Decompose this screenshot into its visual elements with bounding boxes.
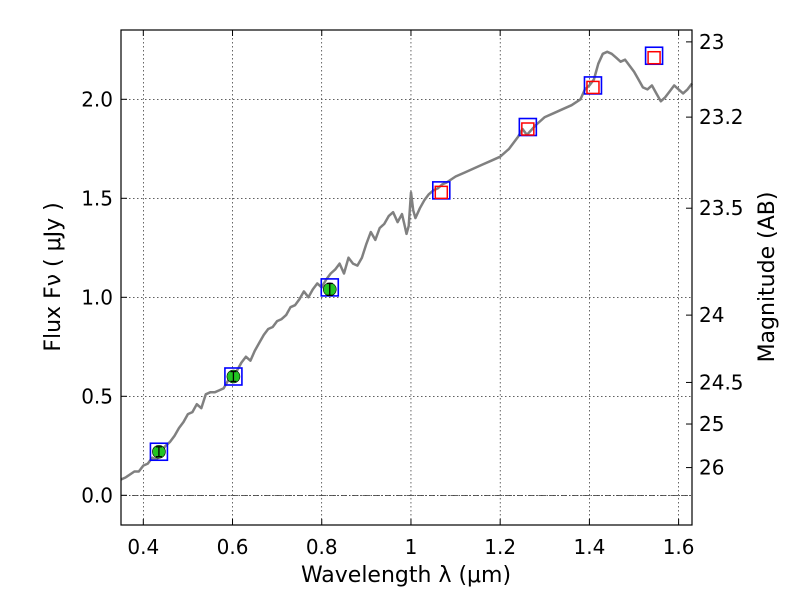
y-axis-label-left: Flux Fν ( μJy ) [41, 202, 66, 351]
x-tick-label: 0.8 [306, 535, 338, 559]
red-square [521, 122, 535, 136]
y-tick-label: 0.0 [81, 483, 113, 507]
red-square [647, 50, 661, 65]
grid [121, 30, 692, 525]
y-tick-label: 0.5 [81, 384, 113, 408]
magnitude-tick-label: 23.5 [699, 196, 744, 220]
spectrum-line [120, 50, 693, 481]
red-square [586, 80, 600, 95]
x-tick-label: 1 [405, 535, 418, 559]
x-tick-label: 1.6 [663, 535, 695, 559]
model-photometry-square [149, 442, 169, 462]
plot-frame [120, 29, 693, 526]
magnitude-tick-label: 26 [699, 456, 724, 480]
y-axis-label-right: Magnitude (AB) [755, 192, 780, 363]
model-photometry-square [224, 367, 243, 386]
ticks: 0.4 0.6 0.8 1 1.2 1.4 1.6 0.0 0.5 1.0 1.5 2.0 23 23.2… [81, 30, 743, 559]
magnitude-tick-label: 23 [699, 30, 724, 54]
magnitude-tick-label: 25 [699, 412, 724, 436]
red-square [434, 185, 449, 200]
x-tick-label: 1.2 [484, 535, 516, 559]
y-tick-label: 2.0 [81, 87, 113, 111]
magnitude-tick-label: 23.2 [699, 105, 744, 129]
x-tick-label: 1.4 [573, 535, 605, 559]
magnitude-tick-label: 24 [699, 303, 724, 327]
magnitude-tick-label: 24.5 [699, 370, 744, 394]
plot-area [120, 46, 693, 496]
y-tick-label: 1.5 [81, 186, 113, 210]
y-tick-label: 1.0 [81, 285, 113, 309]
x-tick-label: 0.6 [217, 535, 249, 559]
x-axis-label: Wavelength λ (μm) [301, 563, 511, 588]
x-tick-label: 0.4 [127, 535, 159, 559]
